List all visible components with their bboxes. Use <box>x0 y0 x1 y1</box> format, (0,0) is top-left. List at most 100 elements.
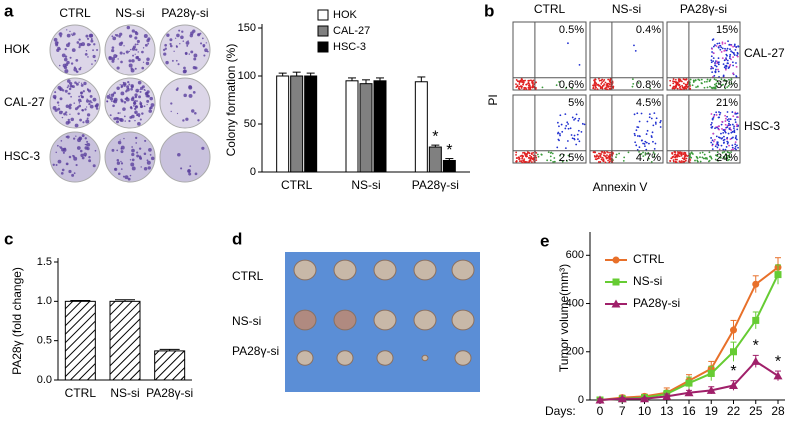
event <box>732 72 735 75</box>
event <box>642 155 645 158</box>
event <box>558 139 560 142</box>
colony <box>109 93 111 95</box>
event <box>518 81 521 84</box>
event <box>719 111 722 114</box>
colony <box>134 105 138 108</box>
quadrant-value: 15% <box>716 24 738 36</box>
event <box>600 153 603 155</box>
event <box>703 86 706 89</box>
event <box>592 84 594 87</box>
event <box>653 147 656 150</box>
event <box>520 85 522 87</box>
event <box>699 156 701 159</box>
event <box>720 78 723 81</box>
colony <box>119 112 121 114</box>
event <box>523 151 526 154</box>
event <box>601 156 604 159</box>
quadrant-value: 2.5% <box>559 152 584 164</box>
colony <box>166 33 170 37</box>
colony <box>146 39 150 43</box>
colony <box>131 96 135 100</box>
event <box>715 82 718 85</box>
event <box>653 112 656 115</box>
colony <box>202 45 205 48</box>
colony <box>73 102 76 104</box>
event <box>678 155 681 158</box>
event <box>627 151 630 154</box>
event <box>721 84 723 87</box>
colony <box>79 118 82 122</box>
event <box>724 42 727 45</box>
colony <box>177 152 181 157</box>
event <box>672 80 674 83</box>
legend-swatch <box>317 41 329 53</box>
colony <box>128 34 133 38</box>
colony <box>67 92 70 95</box>
bar <box>154 350 186 381</box>
marker <box>752 316 760 324</box>
x-tick-label: PA28γ-si <box>146 386 193 400</box>
colony <box>116 149 119 152</box>
marker <box>595 395 605 404</box>
event <box>635 144 638 147</box>
event <box>729 57 731 60</box>
colony <box>65 104 70 109</box>
event <box>722 75 725 78</box>
event <box>726 119 729 121</box>
colony <box>71 48 76 52</box>
colony <box>62 148 67 152</box>
event <box>712 132 715 135</box>
event <box>723 59 726 62</box>
colony <box>122 81 125 84</box>
event <box>523 86 526 89</box>
colony <box>74 81 77 84</box>
event <box>720 46 723 49</box>
event <box>680 88 683 91</box>
colony <box>136 39 140 44</box>
colony <box>138 147 142 150</box>
event <box>722 139 725 142</box>
event <box>518 88 521 91</box>
colony <box>142 61 145 63</box>
event <box>549 159 552 162</box>
event <box>633 132 636 135</box>
x-tick-label: CTRL <box>281 178 313 192</box>
event <box>598 77 600 80</box>
quadrant-value: 0.4% <box>636 24 661 36</box>
quadrant-value: 21% <box>716 97 738 109</box>
event <box>520 78 523 81</box>
event <box>596 155 598 158</box>
colony <box>136 55 140 59</box>
colony <box>69 113 71 115</box>
colony <box>56 41 59 44</box>
event <box>632 82 635 85</box>
event <box>685 84 688 87</box>
colony <box>88 100 92 103</box>
colony <box>67 85 70 87</box>
event <box>714 145 717 148</box>
event <box>724 68 727 71</box>
row-label: HSC-3 <box>744 119 780 133</box>
event <box>717 136 720 139</box>
event <box>609 78 612 81</box>
event <box>711 148 714 151</box>
marker <box>685 379 693 387</box>
bar <box>373 80 387 173</box>
event <box>728 151 731 154</box>
colony <box>130 85 134 89</box>
legend-swatch <box>317 25 329 37</box>
colony <box>188 93 193 98</box>
event <box>724 117 727 120</box>
event <box>710 126 713 129</box>
legend-label: HSC-3 <box>333 41 366 53</box>
event <box>733 125 735 128</box>
event <box>526 161 528 163</box>
event <box>573 134 576 137</box>
colony <box>119 51 123 55</box>
colony <box>95 107 99 110</box>
event <box>714 64 716 67</box>
colony <box>120 60 123 64</box>
event <box>556 121 559 124</box>
event <box>569 127 572 130</box>
event <box>521 81 524 84</box>
